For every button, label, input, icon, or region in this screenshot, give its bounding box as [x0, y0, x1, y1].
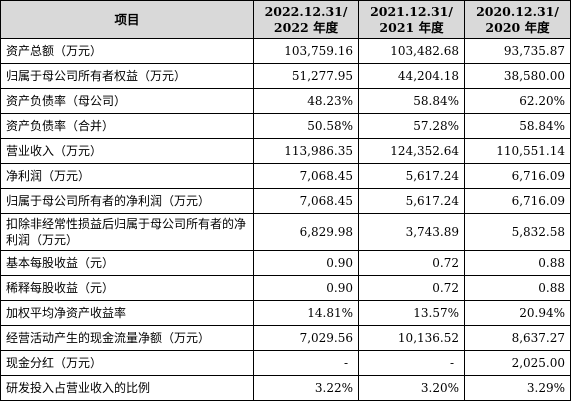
header-2022-date: 2022.12.31/: [264, 3, 348, 19]
row-label: 扣除非经常性损益后归属于母公司所有者的净利润（万元）: [0, 213, 254, 251]
header-2020-year: 2020 年度: [485, 19, 550, 35]
table-row: 资产总额（万元） 103,759.16 103,482.68 93,735.87: [0, 38, 571, 64]
cell-2021: 0.72: [358, 275, 465, 301]
cell-2022: 113,986.35: [253, 138, 359, 164]
table-row: 稀释每股收益（元） 0.90 0.72 0.88: [0, 275, 571, 301]
cell-2022: 14.81%: [253, 300, 359, 326]
cell-2020: 20.94%: [464, 300, 571, 326]
row-label: 资产总额（万元）: [0, 38, 254, 64]
header-2021-year: 2021 年度: [379, 19, 444, 35]
row-label: 归属于母公司所有者的净利润（万元）: [0, 188, 254, 214]
cell-2020: 6,716.09: [464, 163, 571, 189]
cell-2021: 5,617.24: [358, 163, 465, 189]
header-2021-date: 2021.12.31/: [370, 3, 453, 19]
row-label: 营业收入（万元）: [0, 138, 254, 164]
cell-2022: 7,029.56: [253, 325, 359, 351]
cell-2022: 3.22%: [253, 375, 359, 401]
cell-2021: 5,617.24: [358, 188, 465, 214]
table-header: 项目 2022.12.31/ 2022 年度 2021.12.31/ 2021 …: [0, 0, 571, 39]
cell-2022: 51,277.95: [253, 63, 359, 89]
row-label: 加权平均净资产收益率: [0, 300, 254, 326]
cell-2022: 7,068.45: [253, 163, 359, 189]
table-row: 加权平均净资产收益率 14.81% 13.57% 20.94%: [0, 300, 571, 326]
cell-2021: -: [358, 350, 465, 376]
cell-2022: -: [253, 350, 359, 376]
cell-2022: 7,068.45: [253, 188, 359, 214]
table-row: 经营活动产生的现金流量净额（万元） 7,029.56 10,136.52 8,6…: [0, 325, 571, 351]
cell-2021: 57.28%: [358, 113, 465, 139]
table-row: 资产负债率（合并） 50.58% 57.28% 58.84%: [0, 113, 571, 139]
cell-2021: 10,136.52: [358, 325, 465, 351]
cell-2022: 50.58%: [253, 113, 359, 139]
cell-2021: 13.57%: [358, 300, 465, 326]
row-label: 资产负债率（母公司）: [0, 88, 254, 114]
table-row: 研发投入占营业收入的比例 3.22% 3.20% 3.29%: [0, 375, 571, 401]
row-label: 研发投入占营业收入的比例: [0, 375, 254, 401]
cell-2022: 0.90: [253, 250, 359, 276]
row-label: 稀释每股收益（元）: [0, 275, 254, 301]
cell-2020: 3.29%: [464, 375, 571, 401]
cell-2020: 110,551.14: [464, 138, 571, 164]
cell-2021: 3.20%: [358, 375, 465, 401]
table-row: 营业收入（万元） 113,986.35 124,352.64 110,551.1…: [0, 138, 571, 164]
cell-2020: 93,735.87: [464, 38, 571, 64]
header-2022-year: 2022 年度: [273, 19, 339, 35]
financial-indicators-table: 项目 2022.12.31/ 2022 年度 2021.12.31/ 2021 …: [0, 0, 571, 401]
header-item: 项目: [0, 0, 254, 39]
cell-2022: 48.23%: [253, 88, 359, 114]
cell-2020: 5,832.58: [464, 213, 571, 251]
cell-2022: 0.90: [253, 275, 359, 301]
row-label: 基本每股收益（元）: [0, 250, 254, 276]
cell-2020: 8,637.27: [464, 325, 571, 351]
cell-2022: 6,829.98: [253, 213, 359, 251]
table-row: 资产负债率（母公司） 48.23% 58.84% 62.20%: [0, 88, 571, 114]
cell-2021: 103,482.68: [358, 38, 465, 64]
cell-2020: 38,580.00: [464, 63, 571, 89]
cell-2021: 0.72: [358, 250, 465, 276]
table-body: 资产总额（万元） 103,759.16 103,482.68 93,735.87…: [0, 38, 571, 401]
cell-2020: 6,716.09: [464, 188, 571, 214]
header-2020-date: 2020.12.31/: [476, 3, 559, 19]
header-2021: 2021.12.31/ 2021 年度: [358, 0, 465, 39]
cell-2020: 0.88: [464, 250, 571, 276]
table-row: 现金分红（万元） - - 2,025.00: [0, 350, 571, 376]
row-label: 净利润（万元）: [0, 163, 254, 189]
header-2022: 2022.12.31/ 2022 年度: [253, 0, 359, 39]
cell-2020: 58.84%: [464, 113, 571, 139]
cell-2022: 103,759.16: [253, 38, 359, 64]
cell-2020: 2,025.00: [464, 350, 571, 376]
cell-2021: 3,743.89: [358, 213, 465, 251]
cell-2021: 58.84%: [358, 88, 465, 114]
row-label: 资产负债率（合并）: [0, 113, 254, 139]
table-row: 扣除非经常性损益后归属于母公司所有者的净利润（万元） 6,829.98 3,74…: [0, 213, 571, 251]
cell-2020: 0.88: [464, 275, 571, 301]
row-label: 经营活动产生的现金流量净额（万元）: [0, 325, 254, 351]
header-row: 项目 2022.12.31/ 2022 年度 2021.12.31/ 2021 …: [0, 0, 571, 39]
table-row: 归属于母公司所有者的净利润（万元） 7,068.45 5,617.24 6,71…: [0, 188, 571, 214]
table-row: 净利润（万元） 7,068.45 5,617.24 6,716.09: [0, 163, 571, 189]
row-label: 现金分红（万元）: [0, 350, 254, 376]
header-2020: 2020.12.31/ 2020 年度: [464, 0, 571, 39]
table-row: 基本每股收益（元） 0.90 0.72 0.88: [0, 250, 571, 276]
row-label: 归属于母公司所有者权益（万元）: [0, 63, 254, 89]
cell-2021: 44,204.18: [358, 63, 465, 89]
cell-2020: 62.20%: [464, 88, 571, 114]
cell-2021: 124,352.64: [358, 138, 465, 164]
table-row: 归属于母公司所有者权益（万元） 51,277.95 44,204.18 38,5…: [0, 63, 571, 89]
